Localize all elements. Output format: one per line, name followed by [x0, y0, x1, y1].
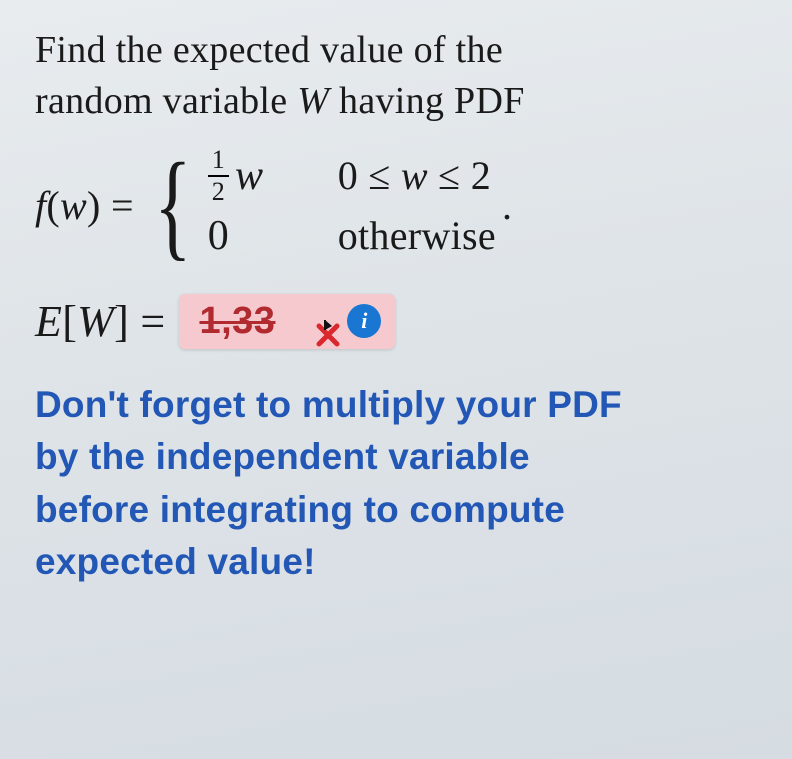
answer-feedback-box: 1,33 i — [179, 294, 395, 349]
pdf-definition: f(w) = { 1 2 w 0 ≤ w ≤ 2 0 otherwise . — [35, 146, 762, 266]
info-icon[interactable]: i — [347, 304, 381, 338]
pdf-period: . — [502, 182, 512, 229]
pdf-close-eq: ) = — [87, 183, 134, 228]
pdf-var: w — [60, 183, 87, 228]
pdf-case-1: 1 2 w 0 ≤ w ≤ 2 — [208, 146, 496, 206]
cond-post: ≤ 2 — [428, 153, 491, 198]
expect-var: W — [77, 296, 114, 347]
frac-num: 1 — [208, 147, 229, 177]
pdf-open: ( — [46, 183, 60, 228]
frac-den: 2 — [212, 177, 225, 205]
hint-line-1: Don't forget to multiply your PDF — [35, 379, 762, 432]
q2-pre: random variable — [35, 80, 297, 122]
answer-value: 1,33 — [199, 300, 275, 343]
case1-condition: 0 ≤ w ≤ 2 — [338, 152, 491, 199]
pdf-lhs: f(w) = — [35, 182, 134, 229]
q2-post: having PDF — [329, 80, 524, 122]
answer-row: E[W] = 1,33 i — [35, 294, 762, 349]
hint-line-2: by the independent variable — [35, 431, 762, 484]
case1-w: w — [235, 152, 263, 200]
question-line-2: random variable W having PDF — [35, 76, 762, 127]
hint-line-4: expected value! — [35, 536, 762, 589]
cond-var: w — [401, 153, 428, 198]
pdf-cases: 1 2 w 0 ≤ w ≤ 2 0 otherwise — [208, 146, 496, 266]
cond-pre: 0 ≤ — [338, 153, 401, 198]
expect-open: [ — [62, 296, 77, 347]
pdf-f: f — [35, 183, 46, 228]
question-line-1: Find the expected value of the — [35, 25, 762, 76]
expect-close-eq: ] = — [114, 296, 165, 347]
hint-line-3: before integrating to compute — [35, 484, 762, 537]
case2-condition: otherwise — [338, 212, 496, 259]
pdf-case-2: 0 otherwise — [208, 206, 496, 266]
q2-var: W — [297, 80, 329, 122]
expect-E: E — [35, 296, 62, 347]
fraction-half: 1 2 — [208, 147, 229, 205]
case2-val: 0 — [208, 212, 338, 260]
hint-text: Don't forget to multiply your PDF by the… — [35, 379, 762, 589]
incorrect-x-icon — [315, 308, 341, 334]
left-brace: { — [154, 156, 192, 254]
